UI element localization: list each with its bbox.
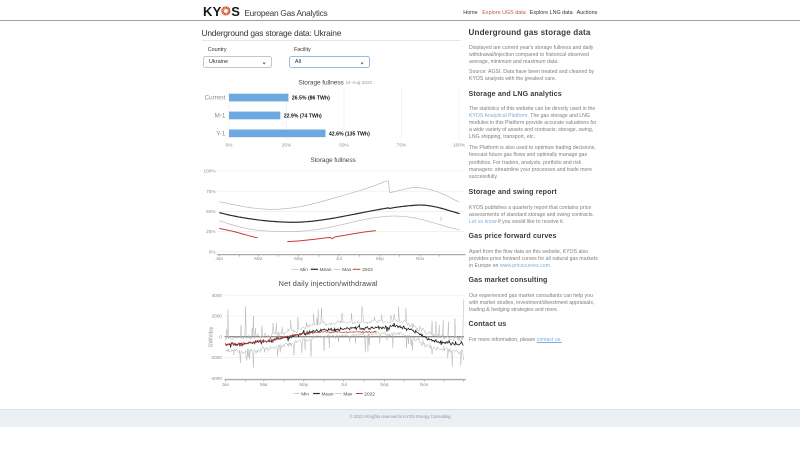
svg-text:100%: 100% [204, 169, 216, 174]
svg-text:Sep: Sep [380, 382, 389, 387]
svg-text:Jan: Jan [216, 256, 224, 261]
svg-text:Min: Min [301, 391, 309, 397]
svg-text:Y-1: Y-1 [216, 130, 226, 137]
svg-text:GWh/day: GWh/day [208, 326, 214, 347]
svg-text:Jul: Jul [341, 382, 347, 387]
svg-text:2022: 2022 [362, 267, 373, 273]
svg-text:Current: Current [205, 95, 226, 102]
svg-text:Net daily injection/withdrawal: Net daily injection/withdrawal [279, 279, 378, 288]
svg-text:May: May [299, 382, 309, 387]
svg-text:50%: 50% [206, 209, 215, 214]
svg-text:26.5% (86 TWh): 26.5% (86 TWh) [292, 95, 330, 101]
svg-text:Mar: Mar [260, 382, 269, 387]
svg-text:24-Aug-2022: 24-Aug-2022 [346, 80, 373, 85]
svg-text:42.6% (135 TWh): 42.6% (135 TWh) [329, 131, 370, 137]
svg-text:Max: Max [343, 391, 353, 397]
svg-text:50%: 50% [339, 143, 348, 148]
svg-text:Mar: Mar [254, 256, 263, 261]
svg-text:25%: 25% [282, 143, 291, 148]
svg-text:Jan: Jan [222, 382, 230, 387]
svg-text:75%: 75% [397, 143, 406, 148]
svg-text:Jul: Jul [336, 256, 342, 261]
svg-text:Mean: Mean [320, 267, 332, 273]
svg-text:100%: 100% [453, 143, 465, 148]
svg-text:75%: 75% [206, 189, 215, 194]
svg-text:Nov: Nov [416, 256, 425, 261]
svg-text:22.9% (74 TWh): 22.9% (74 TWh) [284, 113, 322, 119]
svg-text:0%: 0% [209, 249, 216, 254]
svg-text:Max: Max [342, 267, 352, 273]
svg-text:-2000: -2000 [210, 355, 222, 360]
svg-text:Storage fullness: Storage fullness [298, 79, 344, 86]
svg-text:Mean: Mean [322, 391, 334, 397]
svg-text:2000: 2000 [212, 314, 223, 319]
svg-text:Min: Min [300, 267, 308, 273]
svg-text:M-1: M-1 [215, 113, 226, 120]
svg-text:Storage fullness: Storage fullness [310, 157, 356, 164]
svg-text:0: 0 [219, 334, 222, 339]
svg-text:Nov: Nov [420, 382, 429, 387]
svg-text:25%: 25% [206, 229, 215, 234]
svg-text:May: May [294, 256, 304, 261]
svg-text:0%: 0% [226, 143, 233, 148]
svg-text:2022: 2022 [364, 391, 375, 397]
svg-text:Sep: Sep [376, 256, 385, 261]
svg-text:-4000: -4000 [210, 376, 222, 381]
svg-text:4000: 4000 [212, 293, 223, 298]
